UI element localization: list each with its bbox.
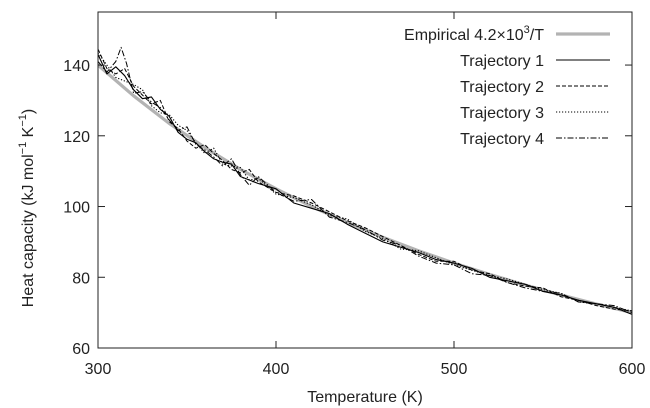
legend-text: Empirical 4.2×10 bbox=[404, 27, 524, 44]
plot-frame bbox=[97, 11, 633, 349]
series-line-trajectory-3 bbox=[98, 52, 632, 312]
y-tick-label: 120 bbox=[63, 129, 90, 146]
legend-label-trajectory-4: Trajectory 4 bbox=[460, 131, 544, 148]
x-tick-label: 300 bbox=[85, 361, 112, 378]
series-line-trajectory-1 bbox=[98, 54, 632, 315]
legend-superscript: 3 bbox=[524, 24, 530, 36]
x-tick-label: 400 bbox=[263, 361, 290, 378]
y-label-text: ) bbox=[20, 109, 37, 114]
legend-label-empirical: Empirical 4.2×103/T bbox=[404, 24, 544, 44]
series-line-empirical bbox=[98, 63, 632, 315]
legend-label-trajectory-1: Trajectory 1 bbox=[460, 53, 544, 70]
legend-label-trajectory-3: Trajectory 3 bbox=[460, 105, 544, 122]
axes: 300 400 500 600 60 80 100 120 140 bbox=[63, 11, 646, 378]
y-label-text: K bbox=[20, 126, 37, 141]
y-tick-label: 80 bbox=[72, 270, 90, 287]
y-tick-label: 140 bbox=[63, 58, 90, 75]
y-label-text: Heat capacity (kJ mol bbox=[20, 154, 37, 307]
x-tick-label: 500 bbox=[441, 361, 468, 378]
legend-text: /T bbox=[530, 27, 544, 44]
y-label-superscript: −1 bbox=[17, 142, 29, 155]
series-line-trajectory-4 bbox=[98, 46, 632, 314]
series-line-trajectory-2 bbox=[98, 48, 632, 312]
series-layer bbox=[98, 46, 632, 315]
legend-label-trajectory-2: Trajectory 2 bbox=[460, 79, 544, 96]
y-axis-label: Heat capacity (kJ mol−1 K−1) bbox=[17, 109, 37, 307]
y-label-superscript: −1 bbox=[17, 114, 29, 127]
x-tick-label: 600 bbox=[619, 361, 646, 378]
legend: Empirical 4.2×103/T Trajectory 1 Trajector… bbox=[404, 24, 610, 148]
x-axis-label: Temperature (K) bbox=[307, 389, 423, 406]
y-tick-label: 60 bbox=[72, 341, 90, 358]
y-tick-label: 100 bbox=[63, 200, 90, 217]
